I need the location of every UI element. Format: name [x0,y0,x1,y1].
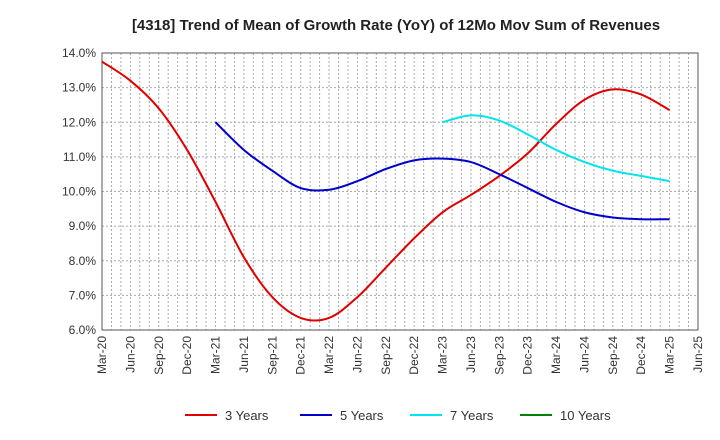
x-tick-label: Sep-24 [606,336,620,375]
y-tick-label: 10.0% [62,185,96,199]
x-tick-label: Dec-21 [294,336,308,375]
x-tick-label: Sep-22 [379,336,393,375]
legend: 3 Years 5 Years 7 Years 10 Years [185,408,611,423]
chart-title: [4318] Trend of Mean of Growth Rate (YoY… [132,17,660,34]
x-axis: Mar-20 Jun-20 Sep-20 Dec-20 Mar-21 Jun-21 Sep-… [95,336,705,375]
x-tick-label: Mar-23 [436,336,450,374]
x-tick-label: Dec-22 [407,336,421,375]
y-tick-label: 14.0% [62,46,96,60]
legend-label: 5 Years [340,408,384,423]
series-lines [101,60,671,322]
x-tick-label: Mar-22 [322,336,336,374]
x-tick-label: Mar-25 [663,336,677,374]
x-tick-label: Mar-20 [95,336,109,374]
series-line-5-years [214,121,670,221]
y-tick-label: 6.0% [69,323,97,337]
x-tick-label: Jun-23 [464,336,478,373]
y-tick-label: 13.0% [62,81,96,95]
y-tick-label: 7.0% [69,288,97,302]
y-axis: 6.0% 7.0% 8.0% 9.0% 10.0% 11.0% 12.0% 13.0% 14.0… [62,46,96,337]
y-tick-label: 8.0% [69,254,97,268]
y-tick-label: 12.0% [62,115,96,129]
y-tick-label: 9.0% [69,219,97,233]
x-tick-label: Dec-24 [634,336,648,375]
legend-label: 10 Years [560,408,611,423]
x-tick-label: Jun-21 [237,336,251,373]
x-tick-label: Jun-25 [691,336,705,373]
x-tick-label: Sep-20 [152,336,166,375]
x-tick-label: Mar-24 [549,336,563,374]
x-tick-label: Sep-21 [265,336,279,375]
legend-label: 7 Years [450,408,494,423]
legend-label: 3 Years [225,408,269,423]
x-tick-label: Jun-24 [577,336,591,373]
x-tick-label: Mar-21 [209,336,223,374]
plot-area-frame [101,52,699,331]
x-tick-label: Jun-22 [350,336,364,373]
x-tick-label: Dec-23 [521,336,535,375]
x-tick-label: Sep-23 [492,336,506,375]
x-tick-label: Jun-20 [123,336,137,373]
grid-lines [101,52,699,331]
y-tick-label: 11.0% [63,150,96,164]
series-line-3-years [101,60,671,322]
series-line-7-years [442,114,670,183]
x-tick-label: Dec-20 [180,336,194,375]
